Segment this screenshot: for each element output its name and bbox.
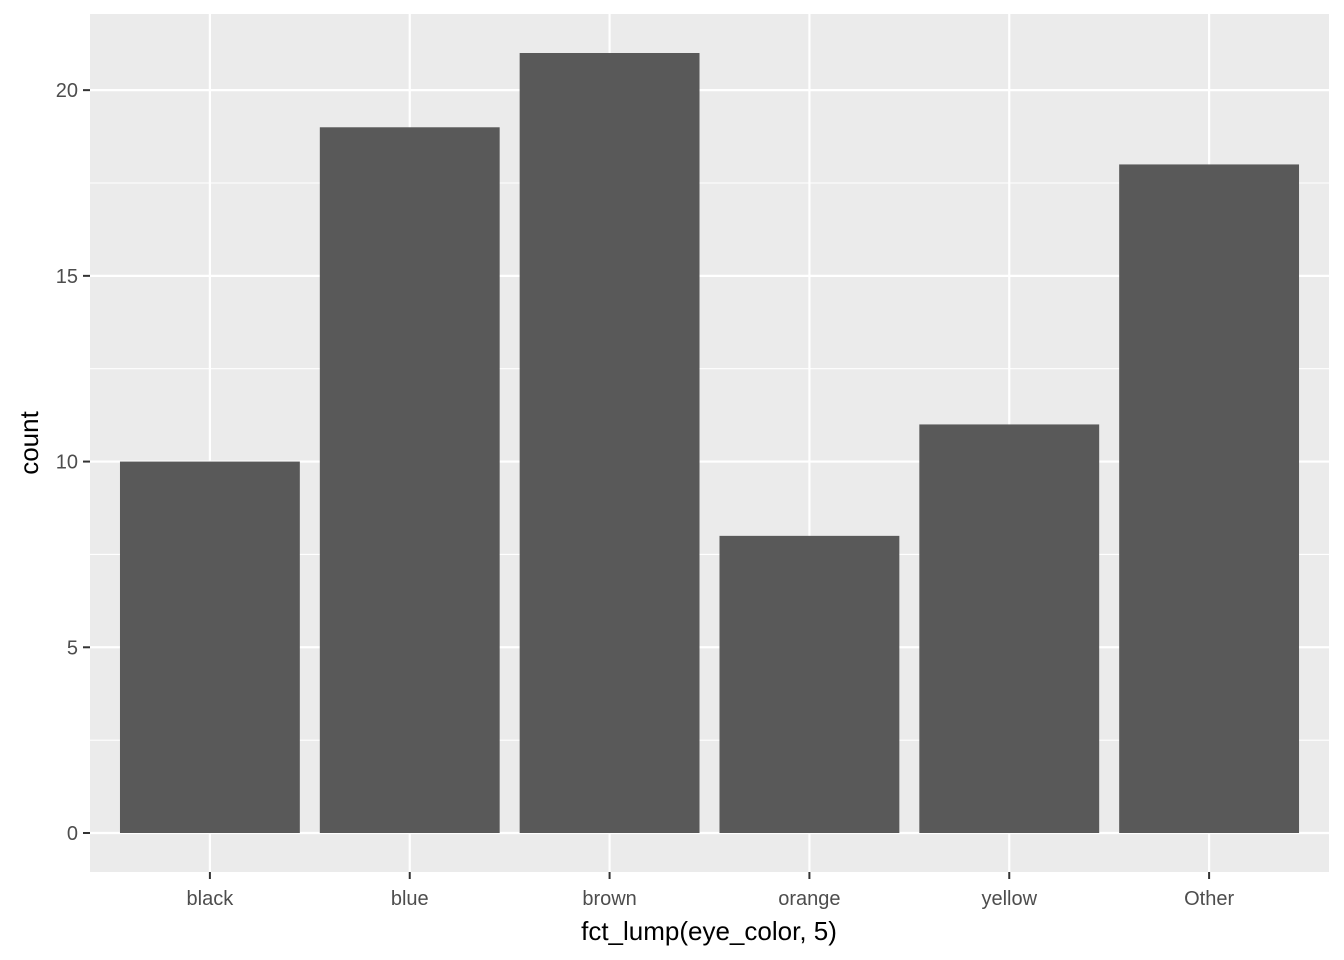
- bar-other: [1119, 164, 1300, 833]
- y-tick-label: 15: [56, 266, 78, 288]
- bar-orange: [719, 535, 900, 833]
- x-tick-label: black: [187, 888, 235, 910]
- x-tick-label: yellow: [981, 888, 1037, 910]
- bar-yellow: [919, 424, 1100, 833]
- x-axis-ticks: black blue brown orange yellow Other: [187, 872, 1234, 910]
- y-tick-label: 20: [56, 80, 78, 102]
- y-tick-label: 0: [67, 823, 78, 845]
- x-axis-title: fct_lump(eye_color, 5): [581, 916, 837, 946]
- bar-brown: [519, 53, 700, 833]
- y-tick-label: 10: [56, 452, 78, 474]
- bar-black: [119, 461, 300, 833]
- bars: [119, 53, 1300, 834]
- y-tick-label: 5: [67, 637, 78, 659]
- x-tick-label: blue: [391, 888, 429, 910]
- x-tick-label: Other: [1184, 888, 1234, 910]
- y-axis-ticks: 0 5 10 15 20: [56, 80, 90, 845]
- x-tick-label: orange: [778, 888, 840, 910]
- x-tick-label: brown: [582, 888, 636, 910]
- bar-blue: [319, 127, 500, 834]
- y-axis-title: count: [14, 410, 44, 474]
